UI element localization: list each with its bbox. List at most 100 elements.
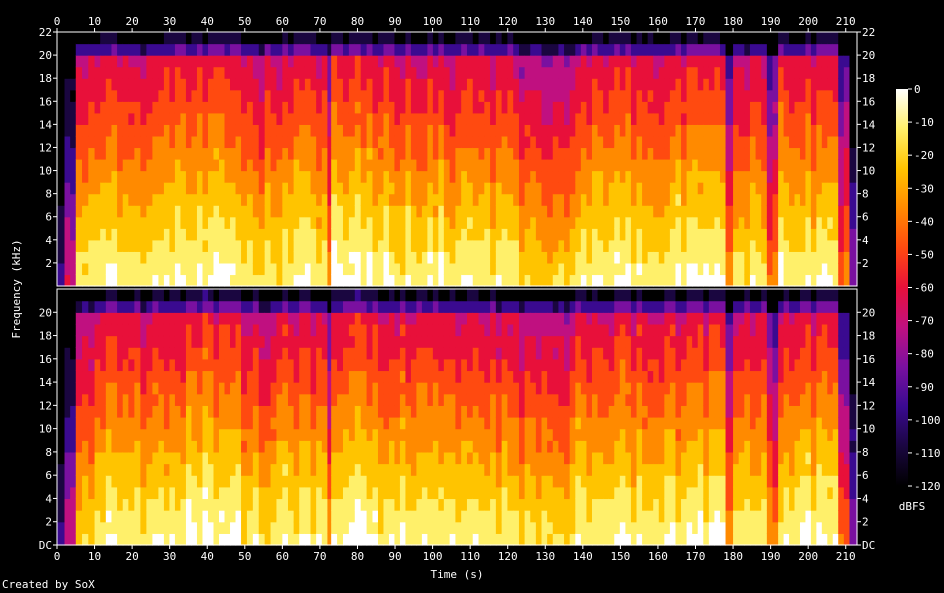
spectrogram-cell xyxy=(366,262,374,276)
spectrogram-cell xyxy=(416,89,423,102)
spectrogram-cell xyxy=(799,124,807,137)
spectrogram-cell xyxy=(675,216,682,229)
spectrogram-cell xyxy=(466,451,474,465)
spectrogram-cell xyxy=(438,135,445,149)
spectrogram-cell xyxy=(405,475,412,488)
spectrogram-cell xyxy=(535,101,543,114)
spectrogram-cell xyxy=(749,228,757,241)
spectrogram-cell xyxy=(805,182,812,195)
spectrogram-cell xyxy=(94,393,101,406)
spectrogram-cell xyxy=(849,135,858,149)
spectrogram-cell xyxy=(647,55,654,68)
spectrogram-cell xyxy=(252,205,260,218)
spectrogram-cell xyxy=(293,124,300,137)
spectrogram-cell xyxy=(105,66,113,79)
spectrogram-cell xyxy=(849,239,858,252)
spectrogram-cell xyxy=(276,135,283,149)
spectrogram-cell xyxy=(117,228,124,241)
spectrogram-cell xyxy=(778,101,785,114)
spectrogram-cell xyxy=(490,101,497,114)
spectrogram-cell xyxy=(241,135,248,149)
spectrogram-cell xyxy=(410,101,418,114)
spectrogram-cell xyxy=(331,124,338,137)
spectrogram-cell xyxy=(518,428,526,441)
spectrogram-cell xyxy=(196,289,204,302)
spectrogram-cell xyxy=(755,147,762,160)
spectrogram-cell xyxy=(383,32,390,45)
spectrogram-cell xyxy=(158,262,165,276)
spectrogram-cell xyxy=(794,193,801,206)
spectrogram-cell xyxy=(282,533,289,546)
spectrogram-cell xyxy=(849,78,858,91)
spectrogram-cell xyxy=(366,239,374,252)
spectrogram-cell xyxy=(630,89,638,102)
spectrogram-cell xyxy=(158,78,165,91)
spectrogram-cell xyxy=(733,124,740,137)
spectrogram-cell xyxy=(202,533,209,546)
spectrogram-cell xyxy=(535,451,543,465)
spectrogram-cell xyxy=(603,147,610,160)
spectrogram-cell xyxy=(235,89,242,102)
spectrogram-cell xyxy=(686,193,693,206)
spectrogram-cell xyxy=(304,32,312,45)
spectrogram-cell xyxy=(524,124,531,137)
spectrogram-cell xyxy=(472,521,480,534)
spectrogram-cell xyxy=(377,89,385,102)
spectrogram-cell xyxy=(719,205,727,218)
spectrogram-cell xyxy=(213,193,220,206)
channel-1-spectrogram xyxy=(56,31,858,287)
spectrogram-cell xyxy=(399,382,407,395)
spectrogram-cell xyxy=(57,451,66,465)
spectrogram-cell xyxy=(681,101,688,114)
spectrogram-cell xyxy=(191,193,198,206)
spectrogram-cell xyxy=(185,358,193,372)
spectrogram-cell xyxy=(94,89,101,102)
spectrogram-cell xyxy=(513,335,520,348)
spectrogram-cell xyxy=(342,405,350,418)
spectrogram-cell xyxy=(832,78,839,91)
spectrogram-cell xyxy=(327,358,332,372)
spectrogram-cell xyxy=(399,533,407,546)
spectrogram-cell xyxy=(472,78,480,91)
spectrogram-cell xyxy=(327,193,332,206)
spectrogram-cell xyxy=(416,475,423,488)
spectrogram-cell xyxy=(630,124,638,137)
spectrogram-cell xyxy=(614,228,621,241)
spectrogram-cell xyxy=(169,498,176,511)
spectrogram-cell xyxy=(388,300,396,313)
spectrogram-cell xyxy=(117,193,124,206)
spectrogram-cell xyxy=(708,135,716,149)
spectrogram-cell xyxy=(213,451,220,465)
spectrogram-cell xyxy=(202,101,209,114)
spectrogram-cell xyxy=(733,182,740,195)
spectrogram-cell xyxy=(316,205,323,218)
spectrogram-cell xyxy=(410,78,418,91)
spectrogram-cell xyxy=(630,66,638,79)
spectrogram-cell xyxy=(230,66,237,79)
spectrogram-cell xyxy=(354,451,362,465)
spectrogram-cell xyxy=(337,147,344,160)
spectrogram-cell xyxy=(134,300,141,313)
spectrogram-cell xyxy=(725,193,734,206)
spectrogram-cell xyxy=(794,66,801,79)
spectrogram-cell xyxy=(321,382,329,395)
spectrogram-cell xyxy=(327,55,332,68)
spectrogram-cell xyxy=(461,182,468,195)
spectrogram-cell xyxy=(849,205,858,218)
spectrogram-cell xyxy=(708,101,716,114)
spectrogram-cell xyxy=(405,43,412,56)
spectrogram-cell xyxy=(755,170,762,183)
spectrogram-cell xyxy=(219,124,226,137)
spectrogram-cell xyxy=(733,193,740,206)
spectrogram-cell xyxy=(586,193,593,206)
spectrogram-cell xyxy=(258,228,266,241)
spectrogram-cell xyxy=(443,43,451,56)
spectrogram-cell xyxy=(501,135,509,149)
spectrogram-cell xyxy=(438,486,445,500)
spectrogram-cell xyxy=(105,440,113,453)
spectrogram-cell xyxy=(443,205,451,218)
spectrogram-cell xyxy=(843,274,851,287)
spectrogram-cell xyxy=(100,323,107,337)
spectrogram-cell xyxy=(293,300,300,313)
spectrogram-cell xyxy=(372,78,379,91)
